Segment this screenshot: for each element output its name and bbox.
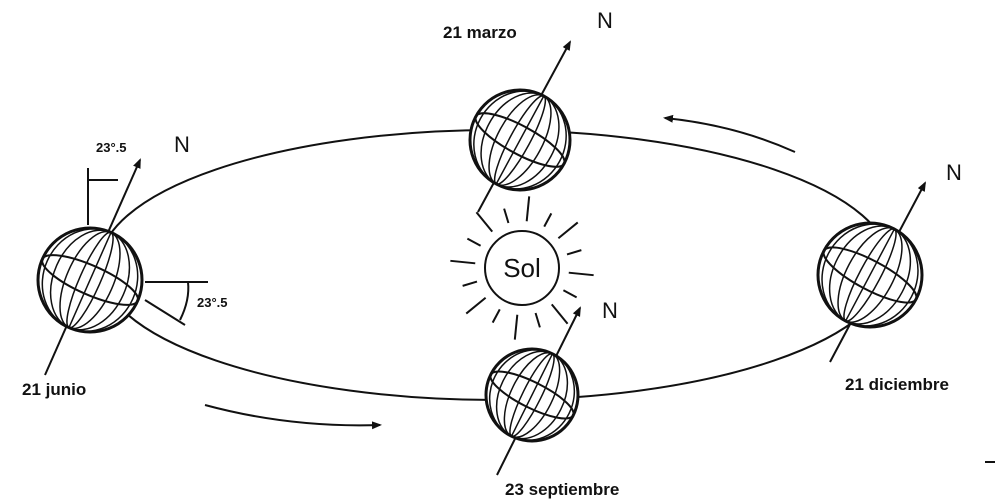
date-label: 21 junio (22, 380, 86, 399)
north-label: N (946, 160, 962, 185)
sun-label: Sol (503, 253, 541, 283)
diagram: 21 marzo N 21 junio N 23 septiembre N 21… (0, 0, 996, 503)
date-label: 21 diciembre (845, 375, 949, 394)
date-label: 21 marzo (443, 23, 517, 42)
angle-label: 23°.5 (197, 295, 228, 310)
north-label: N (597, 8, 613, 33)
north-label: N (602, 298, 618, 323)
north-label: N (174, 132, 190, 157)
angle-label: 23°.5 (96, 140, 127, 155)
date-label: 23 septiembre (505, 480, 619, 499)
